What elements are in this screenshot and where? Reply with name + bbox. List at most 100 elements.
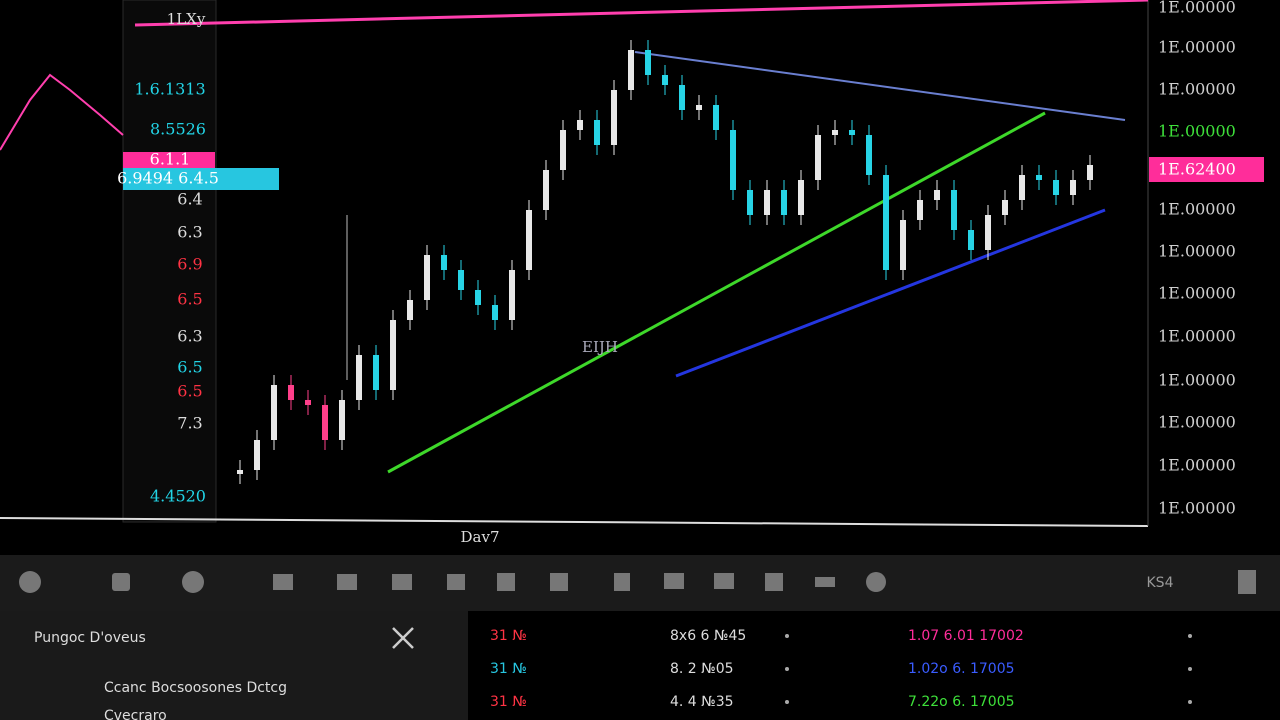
candle <box>679 85 685 110</box>
candle <box>458 270 464 290</box>
icon[interactable] <box>815 577 835 587</box>
panel-item[interactable]: Ccanc Bocsoosones Dctcg <box>104 680 287 696</box>
candle <box>237 470 243 474</box>
toolbar-icons <box>19 570 1256 594</box>
candle <box>407 300 413 320</box>
icon[interactable] <box>664 573 684 589</box>
icon[interactable] <box>19 571 41 593</box>
trend-line <box>634 51 1126 121</box>
order-rows: 31 № 8x6 6 №45 1.07 6.01 17002 31 № 8. 2 №05… <box>490 628 1192 710</box>
icon[interactable] <box>337 574 357 590</box>
candle <box>713 105 719 130</box>
icon[interactable] <box>866 572 886 592</box>
row-dot <box>1188 700 1192 704</box>
x-axis-label: Dav7 <box>461 528 500 546</box>
candle <box>934 190 940 200</box>
trend-line <box>387 111 1046 474</box>
order-cell: 8. 2 №05 <box>670 661 734 677</box>
order-cell: 1.02o 6. 17005 <box>908 661 1015 677</box>
price-box-label: 6.1.1 <box>150 150 191 169</box>
candle <box>288 385 294 400</box>
candle <box>951 190 957 230</box>
icon[interactable] <box>497 573 515 591</box>
order-cell: 8x6 6 №45 <box>670 628 746 644</box>
price-label: 1E.00000 <box>1158 80 1236 99</box>
indicator-line <box>0 73 124 151</box>
candle <box>475 290 481 305</box>
price-label: 1E.00000 <box>1158 38 1236 57</box>
candle <box>968 230 974 250</box>
candle <box>526 210 532 270</box>
row-dot <box>785 700 789 704</box>
candle <box>339 400 345 440</box>
icon[interactable] <box>112 573 130 591</box>
bottom-left-panel <box>0 611 468 720</box>
left-label: 8.5526 <box>150 120 206 139</box>
price-box <box>123 168 279 190</box>
candle <box>917 200 923 220</box>
icon[interactable] <box>1238 570 1256 594</box>
icon[interactable] <box>392 574 412 590</box>
candle <box>594 120 600 145</box>
candle <box>645 50 651 75</box>
order-cell: 4. 4 №35 <box>670 694 734 710</box>
price-box-label: 6.9494 6.4.5 <box>117 169 219 188</box>
candle <box>271 385 277 440</box>
candle <box>356 355 362 400</box>
row-dot <box>785 667 789 671</box>
candle <box>628 50 634 90</box>
price-label: 1E.00000 <box>1158 284 1236 303</box>
x-axis-line <box>0 517 1149 527</box>
row-dot <box>785 634 789 638</box>
candle <box>696 105 702 110</box>
icon[interactable] <box>550 573 568 591</box>
left-label: 4.4520 <box>150 487 206 506</box>
order-cell: 31 № <box>490 694 527 710</box>
left-label: 6.4 <box>177 190 202 209</box>
candle <box>832 130 838 135</box>
candle <box>390 320 396 390</box>
toolbar <box>0 555 1280 611</box>
candle <box>254 440 260 470</box>
candle <box>1002 200 1008 215</box>
price-label: 1E.00000 <box>1158 0 1236 17</box>
candle <box>1070 180 1076 195</box>
panel-title: Pungoc D'oveus <box>34 630 146 646</box>
order-cell: 31 № <box>490 628 527 644</box>
icon[interactable] <box>273 574 293 590</box>
candle <box>781 190 787 215</box>
candle <box>747 190 753 215</box>
left-label: 6.3 <box>177 327 202 346</box>
candle <box>866 135 872 175</box>
row-dot <box>1188 667 1192 671</box>
candle <box>730 130 736 190</box>
price-label: 1E.00000 <box>1158 371 1236 390</box>
icon[interactable] <box>447 574 465 590</box>
price-label: 1E.00000 <box>1158 242 1236 261</box>
icon[interactable] <box>714 573 734 589</box>
candle <box>1019 175 1025 200</box>
panel-item[interactable]: Cvecraro <box>104 708 167 720</box>
row-dot <box>1188 634 1192 638</box>
icon[interactable] <box>765 573 783 591</box>
candle <box>1087 165 1093 180</box>
candle <box>798 180 804 215</box>
candle <box>662 75 668 85</box>
candle <box>883 175 889 270</box>
candle <box>764 190 770 215</box>
icon[interactable] <box>182 571 204 593</box>
icon[interactable] <box>614 573 630 591</box>
toolbar-label[interactable]: KS4 <box>1147 575 1174 591</box>
candle <box>509 270 515 320</box>
left-label: 6.3 <box>177 223 202 242</box>
close-icon[interactable] <box>392 627 414 649</box>
candle <box>611 90 617 145</box>
candle <box>849 130 855 135</box>
candle <box>1036 175 1042 180</box>
candle <box>560 130 566 170</box>
price-box <box>123 152 215 168</box>
bottom-right-panel <box>468 611 1280 720</box>
candle <box>373 355 379 390</box>
candle <box>815 135 821 180</box>
